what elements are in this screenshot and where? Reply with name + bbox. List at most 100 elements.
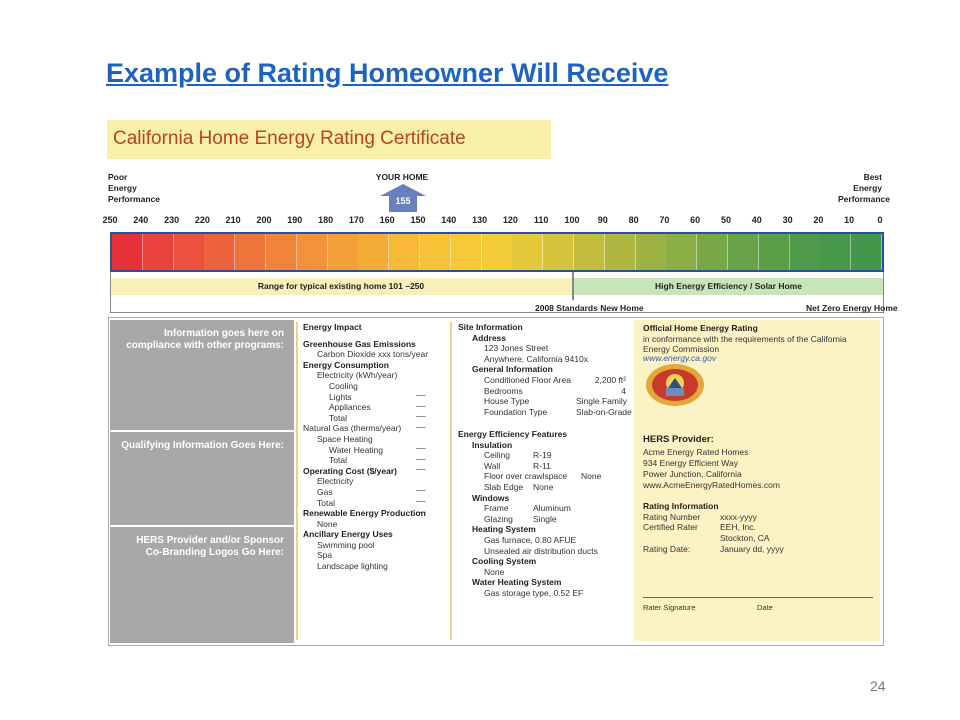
- cooling-line: Cooling: [329, 380, 358, 391]
- insulation-values: R-19 R-11: [533, 450, 551, 471]
- slab-window-values: None Aluminum Single: [533, 482, 571, 524]
- wall-label: Wall: [484, 460, 501, 471]
- scale-tick-label: 190: [287, 215, 303, 225]
- efficiency-features-section: Energy Efficiency Features Insulation Ce…: [458, 429, 598, 599]
- slide-title: Example of Rating Homeowner Will Receive: [106, 58, 669, 88]
- site-info-title: Site Information: [458, 322, 523, 332]
- energy-commission-link[interactable]: www.energy.ca.gov: [643, 353, 717, 363]
- scale-bottom-line: [110, 312, 884, 313]
- natural-gas-line: Natural Gas (therms/year): [303, 423, 402, 434]
- blank-value: __: [416, 417, 426, 428]
- electricity-line: Electricity (kWh/year): [317, 370, 398, 381]
- scale-tick-label: 250: [102, 215, 118, 225]
- conformance-line: Energy Commission: [643, 344, 720, 354]
- floor-area-value: 2,200 ft²: [594, 375, 626, 385]
- certified-rater-value: EEH, Inc.: [720, 522, 756, 532]
- glazing-value: Single: [533, 513, 557, 524]
- gas-total-line: Total: [329, 455, 347, 466]
- poor-label-line: Poor: [108, 172, 128, 182]
- features-title: Energy Efficiency Features: [458, 429, 568, 439]
- consumption-header: Energy Consumption: [303, 359, 389, 370]
- spa-line: Spa: [317, 550, 333, 561]
- scale-tick-label: 30: [782, 215, 793, 225]
- scale-tick-label: 0: [877, 215, 883, 225]
- rater-city: Stockton, CA: [720, 533, 770, 543]
- water-heating-value: Gas storage type, 0.52 EF: [484, 587, 584, 598]
- insulation-header: Insulation: [472, 439, 513, 450]
- blank-value: __: [416, 449, 426, 460]
- best-label-line: Energy: [853, 183, 882, 193]
- scale-segment: [481, 234, 513, 270]
- certificate-banner: California Home Energy Rating Certificat…: [107, 120, 551, 159]
- op-electricity-line: Electricity: [317, 476, 354, 487]
- energy-impact-title: Energy Impact: [303, 322, 362, 332]
- hers-provider-header: HERS Provider:: [643, 434, 714, 445]
- blank-value: __: [416, 438, 426, 449]
- lights-line: Lights: [329, 391, 352, 402]
- provider-name: Acme Energy Rated Homes: [643, 447, 749, 457]
- standards-new-home-label: 2008 Standards New Home: [535, 303, 644, 313]
- op-gas-line: Gas: [317, 486, 333, 497]
- slab-label: Slab Edge: [484, 481, 524, 492]
- energy-impact-section: Energy Impact Greenhouse Gas Emissions C…: [303, 322, 428, 572]
- op-total-line: Total: [317, 497, 335, 508]
- scale-segment: [758, 234, 790, 270]
- address-city: Anywhere, California 9410x: [484, 353, 588, 364]
- ghg-header: Greenhouse Gas Emissions: [303, 338, 416, 349]
- cooling-header: Cooling System: [472, 556, 537, 567]
- scale-segment: [389, 234, 421, 270]
- scale-tick-label: 80: [628, 215, 639, 225]
- blank-value: __: [416, 407, 426, 418]
- ceiling-label: Ceiling: [484, 450, 510, 461]
- water-heating-line: Water Heating: [329, 444, 384, 455]
- scale-segment: [450, 234, 482, 270]
- house-type-label: House Type: [484, 396, 530, 407]
- scale-segment: [728, 234, 759, 270]
- scale-left-line: [110, 272, 111, 312]
- scale-segment: [820, 234, 852, 270]
- page-number: 24: [870, 678, 886, 694]
- blank-value: __: [416, 481, 426, 492]
- scale-tick-label: 120: [502, 215, 518, 225]
- net-zero-label: Net Zero Energy Home: [806, 303, 898, 313]
- scale-tick-label: 200: [256, 215, 272, 225]
- scale-segment: [327, 234, 359, 270]
- conformance-line: in conformance with the requirements of …: [643, 334, 847, 344]
- provider-city: Power Junction, California: [643, 469, 742, 479]
- scale-segment: [543, 234, 575, 270]
- scale-segment: [635, 234, 667, 270]
- ancillary-header: Ancillary Energy Uses: [303, 529, 393, 540]
- scale-tick-label: 100: [564, 215, 580, 225]
- scale-segment: [296, 234, 328, 270]
- scale-tick-label: 90: [597, 215, 608, 225]
- blank-value: __: [416, 386, 426, 396]
- range-typical-existing: Range for typical existing home 101 –250: [110, 278, 572, 295]
- scale-segment: [420, 234, 451, 270]
- scale-segment: [512, 234, 544, 270]
- rating-scale-bar: [110, 232, 884, 272]
- cooling-value: None: [484, 566, 505, 577]
- floor-value: None: [581, 471, 602, 481]
- scale-tick-label: 160: [379, 215, 395, 225]
- scale-segment: [235, 234, 267, 270]
- floor-label: Floor over crawlspace: [484, 471, 568, 482]
- scale-tick-label: 140: [441, 215, 457, 225]
- scale-tick-label: 130: [472, 215, 488, 225]
- scale-segment: [266, 234, 297, 270]
- appliances-line: Appliances: [329, 402, 371, 413]
- frame-label: Frame: [484, 503, 509, 514]
- qualifying-info-block: Qualifying Information Goes Here:: [110, 432, 294, 525]
- landscape-line: Landscape lighting: [317, 561, 388, 572]
- scale-segment: [173, 234, 205, 270]
- scale-tick-label: 240: [133, 215, 149, 225]
- energy-commission-seal-icon: [646, 364, 704, 406]
- floor-area-label: Conditioned Floor Area: [484, 374, 571, 385]
- rating-info-header: Rating Information: [643, 501, 719, 511]
- wall-value: R-11: [533, 460, 551, 471]
- windows-header: Windows: [472, 492, 510, 503]
- provider-website[interactable]: www.AcmeEnergyRatedHomes.com: [643, 480, 780, 490]
- scale-segment: [204, 234, 236, 270]
- best-performance-label: Best Energy Performance: [838, 172, 890, 205]
- house-type-value: Single Family: [576, 396, 628, 407]
- site-info-values: 2,200 ft² 4 Single Family Slab-on-Grade: [576, 375, 632, 417]
